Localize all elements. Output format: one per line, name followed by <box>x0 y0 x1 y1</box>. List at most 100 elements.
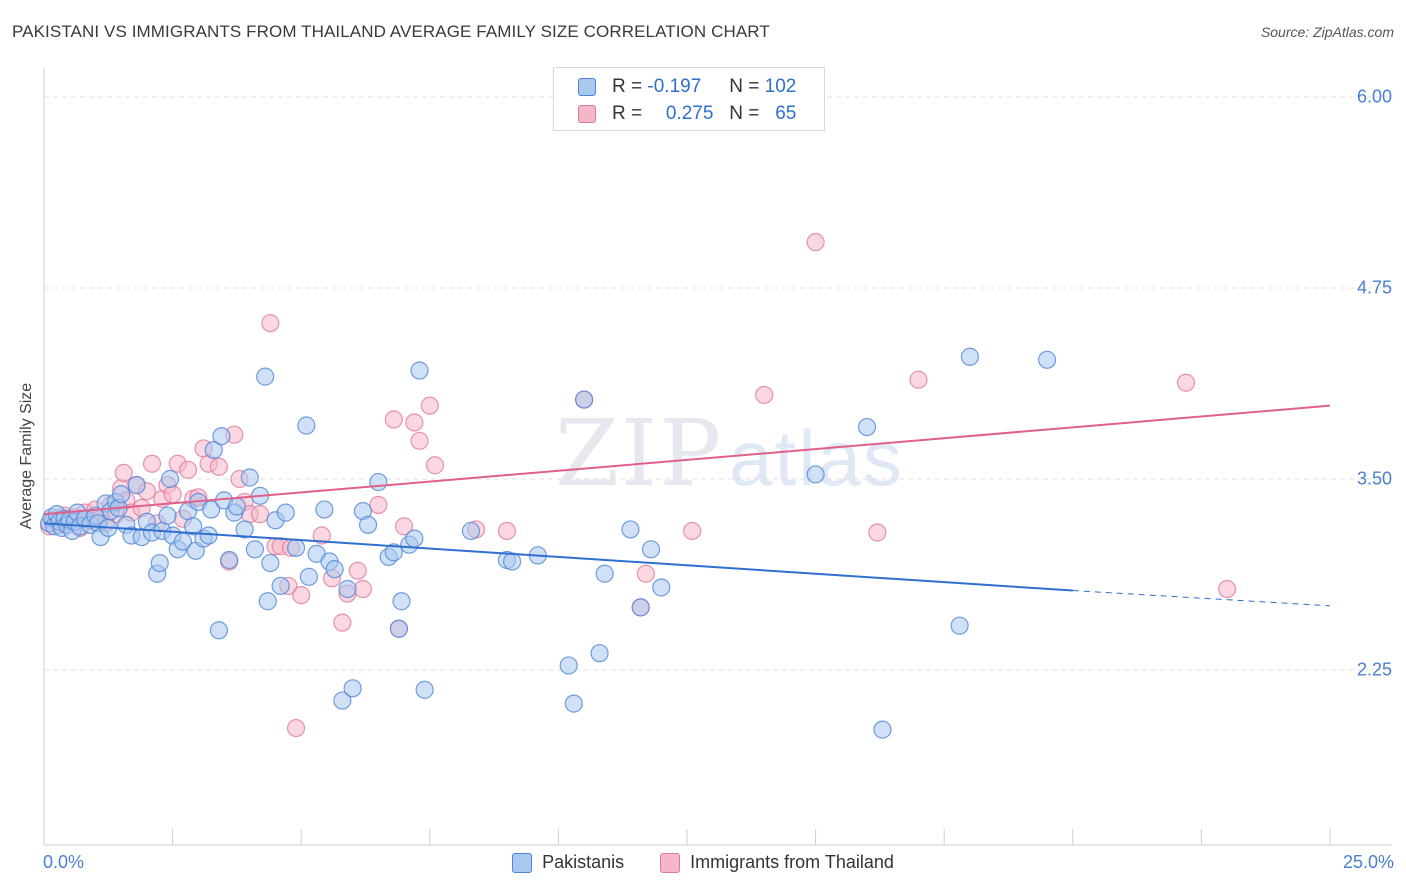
data-point <box>392 592 411 611</box>
legend-row-pakistanis: R = -0.197 N = 102 <box>578 76 796 98</box>
data-point <box>199 526 218 545</box>
legend-n-value: 102 <box>764 76 797 97</box>
x-tick-label-min: 0.0% <box>43 852 85 872</box>
data-point <box>250 505 270 524</box>
data-point <box>204 440 223 460</box>
data-point <box>636 564 655 583</box>
data-point <box>158 506 177 525</box>
data-point <box>261 314 280 333</box>
data-point <box>333 613 352 632</box>
data-point <box>212 427 231 446</box>
trend-lines <box>43 404 1331 607</box>
legend-row-thailand: R = 0.275 N = 65 <box>578 103 796 125</box>
data-point <box>312 526 331 545</box>
bottom-legend-swatch-pink <box>660 852 681 873</box>
data-point <box>240 468 259 487</box>
data-point <box>652 578 671 597</box>
data-point <box>425 456 445 475</box>
data-point <box>631 598 650 617</box>
data-point <box>415 680 434 699</box>
data-point <box>286 718 306 738</box>
data-point <box>1218 579 1237 599</box>
data-point <box>559 656 578 675</box>
data-point <box>292 586 311 605</box>
data-point <box>868 523 887 542</box>
legend-swatch-pink <box>578 105 596 123</box>
data-point <box>258 592 277 611</box>
data-point <box>641 540 661 559</box>
data-point <box>564 694 583 713</box>
data-point <box>178 460 198 479</box>
legend-n-label: N = <box>729 76 760 97</box>
data-point <box>503 552 522 571</box>
data-point <box>127 476 146 495</box>
legend-swatch-blue <box>578 78 596 96</box>
data-point <box>950 616 969 635</box>
data-point <box>410 361 429 380</box>
data-point <box>333 691 352 710</box>
data-point <box>590 644 609 663</box>
bottom-legend-pakistanis: Pakistanis <box>512 852 624 873</box>
data-point <box>358 515 378 534</box>
data-point <box>235 520 254 539</box>
data-point <box>369 472 388 492</box>
data-point <box>209 621 228 640</box>
chart-title: PAKISTANI VS IMMIGRANTS FROM THAILAND AV… <box>12 22 770 41</box>
y-axis-label: Average Family Size <box>18 382 35 530</box>
data-point <box>202 500 221 519</box>
data-point <box>575 390 594 409</box>
series-pakistanis <box>40 347 1057 739</box>
bottom-legend: Pakistanis Immigrants from Thailand <box>0 852 1406 873</box>
data-point <box>256 367 275 386</box>
trend-line-pakistanis <box>43 522 1073 592</box>
data-point <box>410 431 429 450</box>
bottom-legend-label: Pakistanis <box>542 852 625 872</box>
data-point <box>325 560 344 579</box>
data-point <box>384 410 403 429</box>
legend-r-value: 0.275 <box>665 103 714 124</box>
data-point <box>220 550 239 570</box>
data-point <box>909 370 928 389</box>
series-immigrants-from-thailand <box>40 233 1237 738</box>
bottom-legend-thailand: Immigrants from Thailand <box>660 852 894 873</box>
data-point <box>857 417 877 437</box>
x-tick-label-max: 25.0% <box>1342 852 1394 872</box>
data-point <box>338 579 357 599</box>
bottom-legend-label: Immigrants from Thailand <box>690 852 894 872</box>
data-point <box>209 457 228 476</box>
data-point <box>389 619 409 638</box>
data-point <box>227 497 246 516</box>
data-point <box>184 517 203 536</box>
data-point <box>755 385 774 405</box>
data-point <box>595 564 614 583</box>
data-point <box>384 543 403 562</box>
data-point <box>261 553 280 573</box>
data-point <box>1037 350 1057 369</box>
legend: R = -0.197 N = 102 R = 0.275 N = 65 <box>553 67 825 131</box>
data-point <box>394 517 414 536</box>
data-point <box>271 576 290 596</box>
data-point <box>873 720 892 739</box>
bottom-legend-swatch-blue <box>512 852 533 873</box>
data-point <box>960 347 980 366</box>
data-point <box>276 503 295 522</box>
data-point <box>353 579 373 599</box>
y-tick-label: 6.00 <box>1356 86 1392 107</box>
data-point <box>245 540 265 559</box>
data-point <box>806 233 825 252</box>
data-point <box>1176 373 1196 392</box>
data-point <box>405 529 424 548</box>
legend-r-value: -0.197 <box>647 76 702 97</box>
trend-line-pakistanis-extension <box>1072 590 1331 607</box>
legend-r-label: R = <box>612 76 643 97</box>
legend-n-value: 65 <box>775 103 797 124</box>
data-point <box>369 495 388 515</box>
legend-r-label: R = <box>612 103 643 124</box>
source-label: Source: ZipAtlas.com <box>1260 24 1394 40</box>
data-point <box>163 485 182 504</box>
data-point <box>112 485 131 504</box>
y-tick-label: 3.50 <box>1356 468 1392 489</box>
data-point <box>461 521 481 541</box>
legend-n-label: N = <box>729 103 760 124</box>
